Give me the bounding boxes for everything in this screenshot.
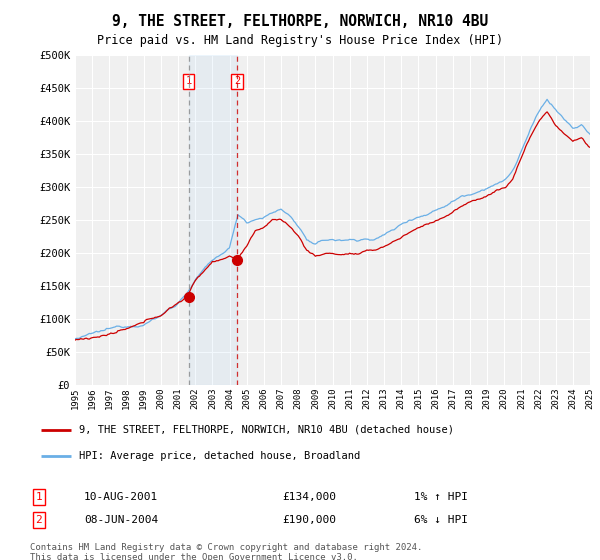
Text: HPI: Average price, detached house, Broadland: HPI: Average price, detached house, Broa…	[79, 451, 360, 461]
Text: 2: 2	[35, 515, 43, 525]
Text: 1: 1	[35, 492, 43, 502]
Text: 9, THE STREET, FELTHORPE, NORWICH, NR10 4BU: 9, THE STREET, FELTHORPE, NORWICH, NR10 …	[112, 14, 488, 29]
Text: 9, THE STREET, FELTHORPE, NORWICH, NR10 4BU (detached house): 9, THE STREET, FELTHORPE, NORWICH, NR10 …	[79, 425, 454, 435]
Text: 1% ↑ HPI: 1% ↑ HPI	[414, 492, 468, 502]
Text: 1: 1	[185, 76, 192, 86]
Text: 2: 2	[234, 76, 240, 86]
Bar	[188, 55, 237, 385]
Text: 10-AUG-2001: 10-AUG-2001	[84, 492, 158, 502]
Text: 6% ↓ HPI: 6% ↓ HPI	[414, 515, 468, 525]
Text: 08-JUN-2004: 08-JUN-2004	[84, 515, 158, 525]
Text: Contains HM Land Registry data © Crown copyright and database right 2024.
This d: Contains HM Land Registry data © Crown c…	[30, 543, 422, 560]
Text: Price paid vs. HM Land Registry's House Price Index (HPI): Price paid vs. HM Land Registry's House …	[97, 34, 503, 46]
Text: £190,000: £190,000	[282, 515, 336, 525]
Text: £134,000: £134,000	[282, 492, 336, 502]
